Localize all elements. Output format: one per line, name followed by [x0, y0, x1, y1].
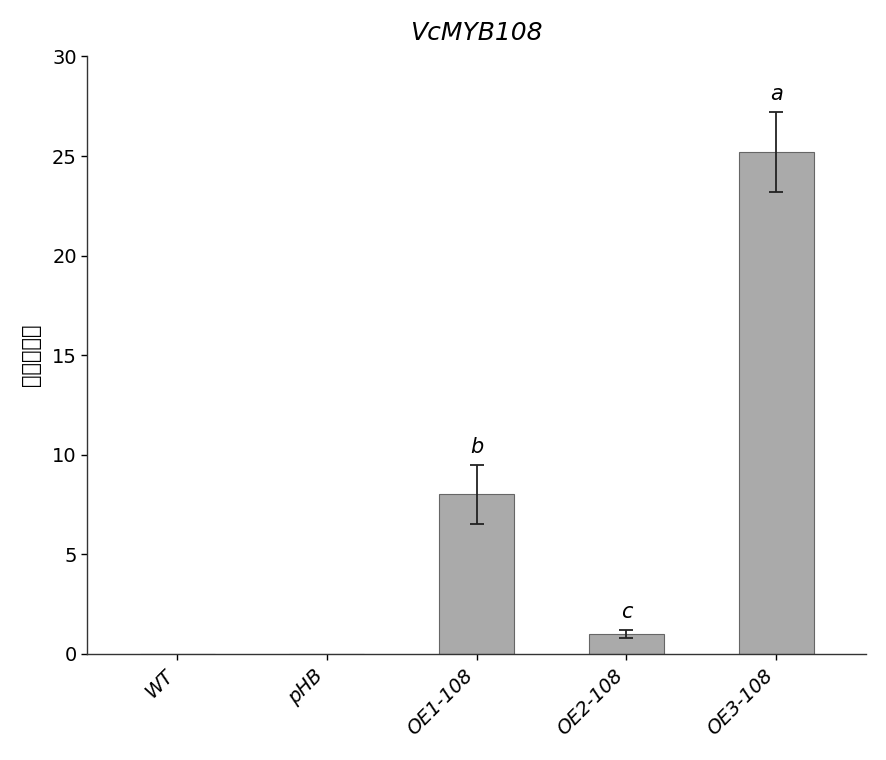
Text: b: b	[470, 436, 483, 457]
Bar	[439, 495, 514, 654]
Text: c: c	[620, 602, 632, 622]
Bar	[738, 152, 812, 654]
Bar	[588, 634, 664, 654]
Text: a: a	[769, 84, 781, 104]
Title: VcMYB108: VcMYB108	[410, 21, 542, 45]
Y-axis label: 相对表达量: 相对表达量	[20, 324, 41, 386]
